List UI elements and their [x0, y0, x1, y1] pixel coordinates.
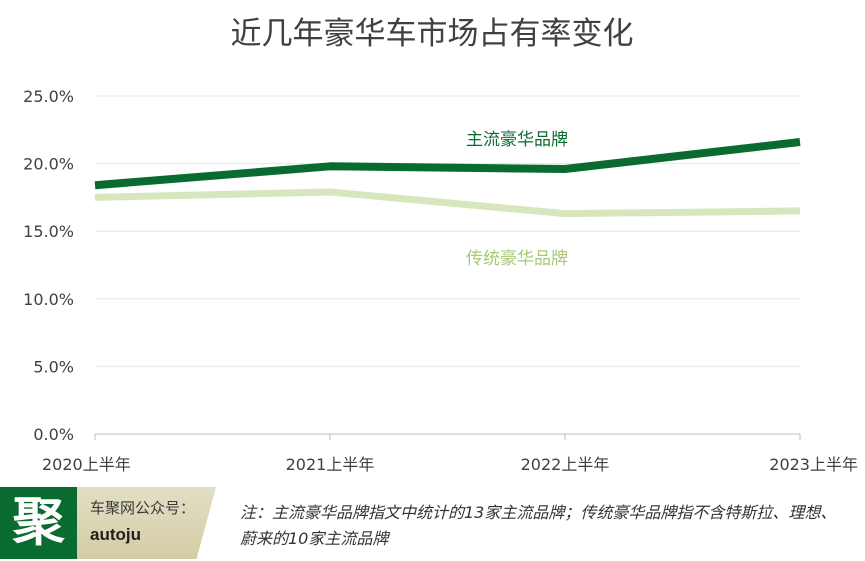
autoju-logo: 聚 [0, 487, 77, 559]
footnote: 注：主流豪华品牌指文中统计的13家主流品牌；传统豪华品牌指不含特斯拉、理想、蔚来… [240, 503, 837, 548]
account-tag: 车聚网公众号： autoju [77, 487, 216, 559]
y-tick-label: 25.0% [23, 87, 74, 106]
x-tick-label: 2022上半年 [521, 455, 610, 474]
x-tick-label: 2023上半年 [769, 455, 858, 474]
x-tick-label: 2021上半年 [286, 455, 375, 474]
y-tick-label: 20.0% [23, 155, 74, 174]
x-axis: 2020上半年 2021上半年 2022上半年 2023上半年 [42, 433, 858, 474]
x-tick-label: 2020上半年 [42, 455, 131, 474]
account-id: autoju [90, 525, 141, 544]
y-tick-label: 10.0% [23, 290, 74, 309]
y-axis: 0.0% 5.0% 10.0% 15.0% 20.0% 25.0% [23, 87, 74, 444]
line-chart: 近几年豪华车市场占有率变化 0.0% 5.0% 10.0% 15.0% 20.0% 25.… [23, 16, 858, 474]
series-line-1 [94, 188, 801, 218]
y-tick-label: 15.0% [23, 222, 74, 241]
account-label: 车聚网公众号： [90, 499, 196, 517]
grid [95, 95, 800, 367]
series-label-0: 主流豪华品牌 [466, 129, 568, 150]
y-tick-label: 0.0% [33, 425, 74, 444]
y-tick-label: 5.0% [33, 357, 74, 376]
series-lines [94, 137, 801, 218]
series-label-1: 传统豪华品牌 [466, 248, 568, 269]
chart-title: 近几年豪华车市场占有率变化 [231, 16, 634, 52]
series-line-0 [94, 137, 801, 190]
